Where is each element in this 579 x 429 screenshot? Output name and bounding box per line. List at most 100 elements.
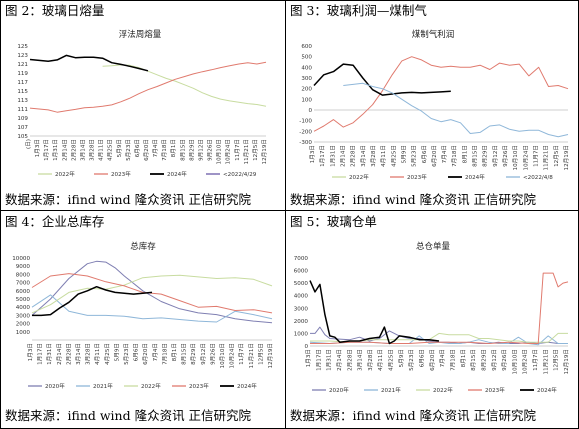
y-tick-label: -200 <box>299 129 312 135</box>
x-tick-label: 6月20日 <box>143 139 150 161</box>
x-tick-label: 5月9日 <box>113 343 120 361</box>
figure-2-caption: 图 2：玻璃日熔量 <box>5 3 105 18</box>
grid-border-top <box>0 0 579 1</box>
y-tick-label: 4000 <box>16 305 31 311</box>
y-tick-label: 123 <box>17 53 28 59</box>
legend-label: 2024年 <box>237 382 257 390</box>
series-line <box>31 294 273 323</box>
x-tick-label: 8月15日 <box>179 139 186 161</box>
grid-border-left <box>0 0 1 429</box>
x-tick-label: 8月1日 <box>171 343 178 361</box>
x-tick-label: 10月24日 <box>522 145 529 170</box>
x-tick-label: 5月23日 <box>411 145 418 167</box>
x-tick-label: 9月12日 <box>491 349 498 371</box>
x-tick-label: 1月3日 <box>27 343 34 361</box>
x-tick-label: 7月4日 <box>441 145 448 163</box>
x-tick-label: 6月20日 <box>429 349 436 371</box>
x-tick-label: 8月29日 <box>482 145 489 167</box>
x-tick-label: 1月17日 <box>315 349 322 371</box>
y-tick-label: 121 <box>17 62 28 68</box>
x-tick-label: 9月26日 <box>502 145 509 167</box>
series-line <box>32 285 153 317</box>
x-tick-label: 8月1日 <box>170 139 177 157</box>
x-tick-label: 10月24日 <box>225 139 232 164</box>
x-tick-label: 1月17日 <box>319 145 326 167</box>
x-tick-label: 5月9日 <box>400 145 407 163</box>
series-line <box>310 332 568 343</box>
x-tick-label: 8月29日 <box>188 139 195 161</box>
profit-chart-svg: 煤制气利润 -300 -200 -100 0 100 200 300 400 500 600 1月3日… <box>299 29 570 181</box>
x-tick-label: 5月23日 <box>123 343 130 365</box>
series-line <box>343 82 569 138</box>
figure-5-source: 数据来源：ifind wind 隆众资讯 正信研究院 <box>290 408 537 423</box>
x-tick-label: 4月25日 <box>104 343 111 365</box>
x-tick-label: 10月10日 <box>511 349 518 374</box>
x-tick-label: 11月7日 <box>532 349 539 371</box>
x-tick-label: 3月28日 <box>85 343 92 365</box>
legend-label: 2021年 <box>93 382 113 390</box>
y-tick-label: 200 <box>301 87 312 93</box>
x-tick-label: 11月21日 <box>543 145 550 170</box>
y-tick-label: 3000 <box>16 313 31 319</box>
y-tick-label: 4000 <box>294 294 309 300</box>
figure-4-source: 数据来源：ifind wind 隆众资讯 正信研究院 <box>5 408 252 423</box>
y-tick-label: 1000 <box>16 330 31 336</box>
x-tick-label: 2月28日 <box>350 145 357 167</box>
x-tick-label: 5月23日 <box>408 349 415 371</box>
y-tick-label: 109 <box>17 116 28 122</box>
x-tick-label: 2月28日 <box>346 349 353 371</box>
x-tick-label: 1月31日 <box>46 343 53 365</box>
x-tick-label: 9月12日 <box>197 139 204 161</box>
series-line <box>31 274 273 314</box>
y-tick-label: 5000 <box>294 281 309 287</box>
series-line <box>31 260 273 324</box>
series-line <box>102 64 267 107</box>
series-line <box>313 63 451 96</box>
x-tick-label: 7月4日 <box>439 349 446 367</box>
x-tick-label: 9月12日 <box>492 145 499 167</box>
x-tick-label: 12月5日 <box>257 343 264 365</box>
inventory-chart-panel: 总库存 1000 2000 3000 4000 5000 6000 7000 8000 9000 1… <box>8 236 278 404</box>
figure-3-source: 数据来源：ifind wind 隆众资讯 正信研究院 <box>290 192 537 207</box>
figure-2-source: 数据来源：ifind wind 隆众资讯 正信研究院 <box>5 192 252 207</box>
y-tick-label: 111 <box>17 107 28 113</box>
melt-chart-svg: 浮法周熔量 105 107 109 111 113 115 117 119 121 123 125 (日… <box>17 29 268 178</box>
legend-label: 2022年 <box>349 173 369 181</box>
x-tick-label: 9月12日 <box>200 343 207 365</box>
y-tick-label: 115 <box>17 89 28 95</box>
x-tick-label: 4月25日 <box>107 139 114 161</box>
legend-label: <2022/4/29 <box>223 172 257 178</box>
x-tick-label: 1月3日 <box>305 349 312 367</box>
legend-label: 2023年 <box>485 386 505 394</box>
x-tick-label: 8月29日 <box>480 349 487 371</box>
x-tick-label: 2月28日 <box>70 139 77 161</box>
x-tick-label: 11月7日 <box>234 139 241 161</box>
x-tick-label: 10月24日 <box>522 349 529 374</box>
legend-label: 2024年 <box>465 173 485 181</box>
y-tick-label: 0 <box>304 344 308 350</box>
x-tick-label: 12月5日 <box>252 139 259 161</box>
y-tick-label: 113 <box>17 98 28 104</box>
y-tick-label: 6000 <box>294 269 309 275</box>
x-tick-label: 1月31日 <box>329 145 336 167</box>
series-line <box>309 280 440 345</box>
series-line <box>29 54 149 72</box>
warrants-chart-panel: 总仓单量 0 1000 2000 3000 4000 5000 6000 7000 1月3日 1月1… <box>292 236 574 404</box>
x-tick-label: 8月1日 <box>461 145 468 163</box>
grid-border-middle <box>0 210 579 211</box>
x-tick-label: 2月14日 <box>56 343 63 365</box>
legend-label: 2024年 <box>537 386 557 394</box>
chart-title: 浮法周熔量 <box>119 29 162 40</box>
x-tick-label: 8月29日 <box>190 343 197 365</box>
series-line <box>310 272 569 344</box>
x-tick-label: 7月18日 <box>451 145 458 167</box>
x-tick-label: 3月14日 <box>360 145 367 167</box>
y-tick-label: 105 <box>17 134 28 140</box>
x-tick-label: 9月26日 <box>207 139 214 161</box>
x-tick-label: 1月31日 <box>52 139 59 161</box>
x-tick-label: 8月15日 <box>472 145 479 167</box>
figure-3-caption: 图 3：玻璃利润—煤制气 <box>290 3 427 18</box>
x-tick-label: 3月28日 <box>367 349 374 371</box>
legend-label: 2023年 <box>189 382 209 390</box>
y-tick-label: 117 <box>17 80 28 86</box>
